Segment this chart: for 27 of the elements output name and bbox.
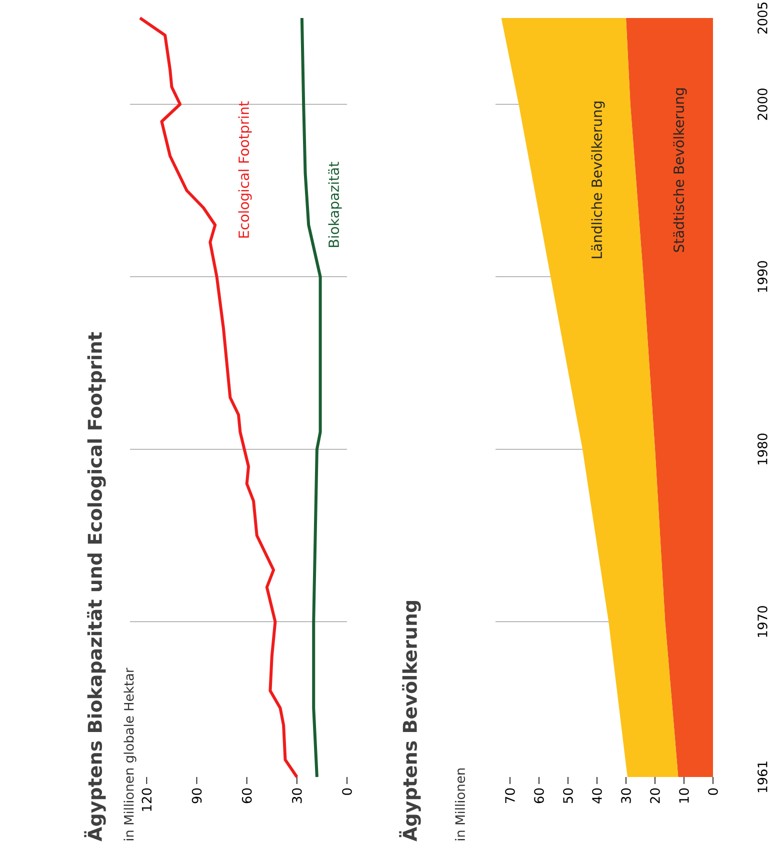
y-tick-label: 1980 [758,434,768,464]
x-tick-label: 30 [621,788,631,804]
x-tick-label: 20 [650,788,660,804]
series-label: Städtische Bevölkerung [673,88,687,252]
x-tick-label: 30 [292,788,302,804]
y-tick-label: 2000 [758,88,768,120]
x-tick-label: 40 [592,788,602,804]
y-tick-label: 1990 [758,261,768,292]
y-tick-label: 1970 [758,606,768,637]
x-tick-label: 60 [242,788,252,804]
y-tick-label: 2005 [758,2,768,34]
x-tick-label: 0 [708,788,718,795]
x-tick-label: 0 [342,788,352,795]
text: Ägyptens Biokapazität und Ecological Footprint [84,332,106,842]
text: Ecological Footprint [238,101,252,238]
text: Biokapazität [328,162,342,247]
x-tick-label: 120 [142,788,152,811]
x-tick-label: 90 [192,788,202,804]
text: Ägyptens Bevölkerung [399,600,421,842]
y-tick-label: 1961 [758,762,768,792]
x-tick-label: 10 [679,788,689,803]
text: in Millionen globale Hektar [124,668,136,840]
x-tick-label: 50 [563,788,573,804]
x-tick-label: 60 [534,788,544,804]
text: in Millionen [454,768,466,840]
x-tick-label: 70 [505,788,515,803]
series-label: Ländliche Bevölkerung [591,102,605,258]
